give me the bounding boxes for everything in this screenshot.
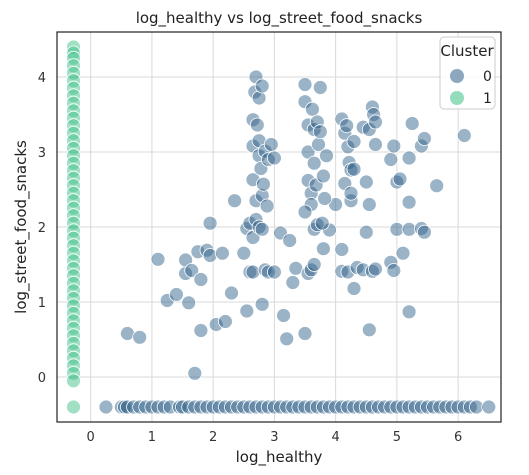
legend-title: Cluster [440, 42, 494, 60]
legend: Cluster 0 1 [440, 37, 495, 109]
point-cluster-0 [298, 205, 312, 219]
point-cluster-0 [457, 129, 471, 143]
y-tick-label: 0 [38, 371, 46, 386]
point-cluster-0 [482, 400, 496, 414]
point-cluster-0 [347, 135, 361, 149]
chart-title: log_healthy vs log_street_food_snacks [136, 9, 423, 28]
point-cluster-0 [318, 192, 332, 206]
point-cluster-0 [267, 151, 281, 165]
point-cluster-0 [264, 138, 278, 152]
x-tick-label: 6 [454, 430, 462, 445]
point-cluster-0 [169, 288, 183, 302]
point-cluster-0 [316, 169, 330, 183]
point-cluster-0 [228, 194, 242, 208]
point-cluster-0 [313, 81, 327, 95]
legend-marker-cluster-0 [450, 69, 464, 83]
point-cluster-0 [255, 79, 269, 93]
legend-label-cluster-1: 1 [483, 91, 492, 107]
point-cluster-0 [347, 162, 361, 176]
point-cluster-0 [362, 323, 376, 337]
point-cluster-0 [430, 179, 444, 193]
point-cluster-0 [369, 138, 383, 152]
point-cluster-0 [203, 249, 217, 263]
point-cluster-0 [218, 315, 232, 329]
point-cluster-0 [369, 262, 383, 276]
point-cluster-0 [387, 139, 401, 153]
point-cluster-0 [393, 172, 407, 186]
point-cluster-0 [402, 195, 416, 209]
point-cluster-0 [344, 186, 358, 200]
x-tick-label: 3 [270, 430, 278, 445]
x-tick-label: 4 [332, 430, 340, 445]
point-cluster-0 [384, 153, 398, 167]
point-cluster-1 [67, 400, 81, 414]
point-cluster-0 [225, 286, 239, 300]
point-cluster-0 [99, 400, 113, 414]
x-tick-label: 5 [393, 430, 401, 445]
point-cluster-0 [316, 242, 330, 256]
point-cluster-0 [283, 234, 297, 248]
point-cluster-0 [289, 261, 303, 275]
point-cluster-0 [298, 78, 312, 92]
point-cluster-0 [313, 125, 327, 139]
point-cluster-0 [340, 119, 354, 133]
point-cluster-0 [417, 132, 431, 146]
point-cluster-0 [151, 252, 165, 266]
point-cluster-0 [267, 265, 281, 279]
point-cluster-0 [260, 199, 274, 213]
point-cluster-0 [188, 366, 202, 380]
point-cluster-0 [246, 265, 260, 279]
point-cluster-0 [286, 276, 300, 290]
point-cluster-0 [359, 225, 373, 239]
point-cluster-0 [405, 117, 419, 131]
point-cluster-0 [240, 304, 254, 318]
point-cluster-0 [307, 156, 321, 170]
point-cluster-0 [194, 273, 208, 287]
point-cluster-0 [369, 115, 383, 129]
point-cluster-0 [133, 330, 147, 344]
point-cluster-0 [280, 332, 294, 346]
point-cluster-0 [335, 243, 349, 257]
point-cluster-0 [255, 297, 269, 311]
point-cluster-0 [315, 216, 329, 230]
y-tick-label: 3 [38, 146, 46, 161]
point-cluster-0 [250, 118, 264, 132]
point-cluster-0 [402, 305, 416, 319]
point-cluster-0 [182, 296, 196, 310]
legend-label-cluster-0: 0 [483, 69, 492, 85]
point-cluster-0 [277, 309, 291, 323]
point-cluster-0 [402, 222, 416, 236]
x-axis-label: log_healthy [236, 448, 323, 467]
point-cluster-0 [417, 225, 431, 239]
point-cluster-0 [387, 264, 401, 278]
point-cluster-0 [120, 327, 134, 341]
point-cluster-0 [237, 246, 251, 260]
point-cluster-0 [305, 102, 319, 116]
y-tick-label: 1 [38, 296, 46, 311]
point-cluster-0 [362, 198, 376, 212]
point-cluster-0 [402, 151, 416, 165]
x-tick-label: 2 [209, 430, 217, 445]
point-cluster-0 [298, 327, 312, 341]
point-cluster-0 [215, 246, 229, 260]
point-cluster-0 [359, 175, 373, 189]
point-cluster-0 [396, 246, 410, 260]
x-tick-label: 1 [148, 430, 156, 445]
point-cluster-0 [320, 149, 334, 163]
point-cluster-0 [256, 177, 270, 191]
x-tick-label: 0 [87, 430, 95, 445]
y-axis-label: log_street_food_snacks [12, 140, 31, 314]
legend-marker-cluster-1 [450, 91, 464, 105]
point-cluster-0 [307, 258, 321, 272]
point-cluster-0 [194, 324, 208, 338]
y-tick-label: 2 [38, 221, 46, 236]
y-tick-label: 4 [38, 71, 46, 86]
point-cluster-1 [67, 374, 81, 388]
point-cluster-0 [255, 222, 269, 236]
point-cluster-0 [203, 216, 217, 230]
point-cluster-0 [347, 282, 361, 296]
